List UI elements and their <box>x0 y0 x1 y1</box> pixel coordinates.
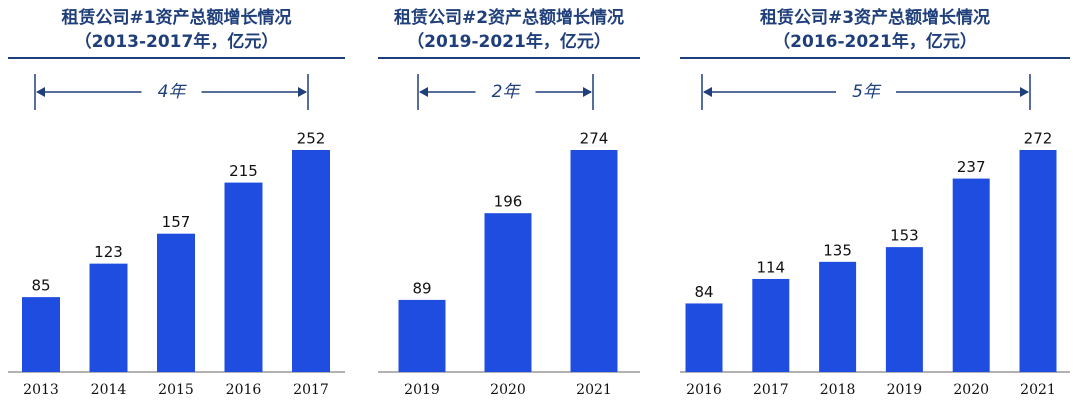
x-tick-label: 2017 <box>753 382 789 398</box>
value-label: 272 <box>1024 130 1053 148</box>
arrow-head <box>1020 87 1029 97</box>
value-label: 274 <box>580 130 609 148</box>
arrow-head <box>419 87 428 97</box>
value-label: 85 <box>31 277 50 295</box>
bar <box>570 150 618 372</box>
x-tick-label: 2014 <box>91 382 127 398</box>
annotation: 4年 <box>158 82 188 102</box>
x-tick-label: 2017 <box>293 382 329 398</box>
x-tick-label: 2016 <box>686 382 722 398</box>
bar <box>484 213 532 372</box>
arrow-head <box>583 87 592 97</box>
x-tick-label: 2013 <box>23 382 59 398</box>
x-tick-label: 2015 <box>158 382 194 398</box>
arrow-head <box>298 87 307 97</box>
x-tick-label: 2019 <box>404 382 440 398</box>
value-label: 135 <box>823 241 852 259</box>
bar <box>1019 150 1057 372</box>
x-tick-label: 2018 <box>820 382 856 398</box>
chart-title: 租赁公司#1资产总额增长情况 <box>61 7 291 28</box>
chart-subtitle: （2013-2017年，亿元） <box>75 31 279 52</box>
chart-subtitle: （2019-2021年，亿元） <box>407 31 611 52</box>
x-tick-label: 2020 <box>953 382 989 398</box>
arrow-head <box>703 87 712 97</box>
value-label: 89 <box>412 279 431 297</box>
chart-title: 租赁公司#3资产总额增长情况 <box>760 7 990 28</box>
bar <box>22 297 60 372</box>
arrow-head <box>36 87 45 97</box>
x-tick-label: 2016 <box>226 382 262 398</box>
bar <box>819 261 857 372</box>
bar <box>292 150 330 372</box>
bar <box>752 278 790 372</box>
x-tick-label: 2021 <box>1020 382 1056 398</box>
value-label: 84 <box>694 283 713 301</box>
annotation: 2年 <box>492 82 522 102</box>
value-label: 153 <box>890 227 919 245</box>
bar <box>952 178 990 372</box>
value-label: 123 <box>94 243 123 261</box>
x-tick-label: 2020 <box>490 382 526 398</box>
bar <box>224 182 263 372</box>
bar <box>685 303 723 372</box>
value-label: 196 <box>494 193 523 211</box>
x-tick-label: 2021 <box>576 382 612 398</box>
value-label: 157 <box>162 213 191 231</box>
value-label: 215 <box>229 162 258 180</box>
bar <box>89 263 128 372</box>
x-tick-label: 2019 <box>887 382 923 398</box>
bar <box>398 299 446 372</box>
value-label: 114 <box>756 258 785 276</box>
bar <box>885 247 923 372</box>
annotation: 5年 <box>852 82 882 102</box>
chart-subtitle: （2016-2021年，亿元） <box>773 31 977 52</box>
bar <box>157 233 195 372</box>
chart-title: 租赁公司#2资产总额增长情况 <box>394 7 624 28</box>
value-label: 252 <box>297 130 326 148</box>
value-label: 237 <box>957 158 986 176</box>
